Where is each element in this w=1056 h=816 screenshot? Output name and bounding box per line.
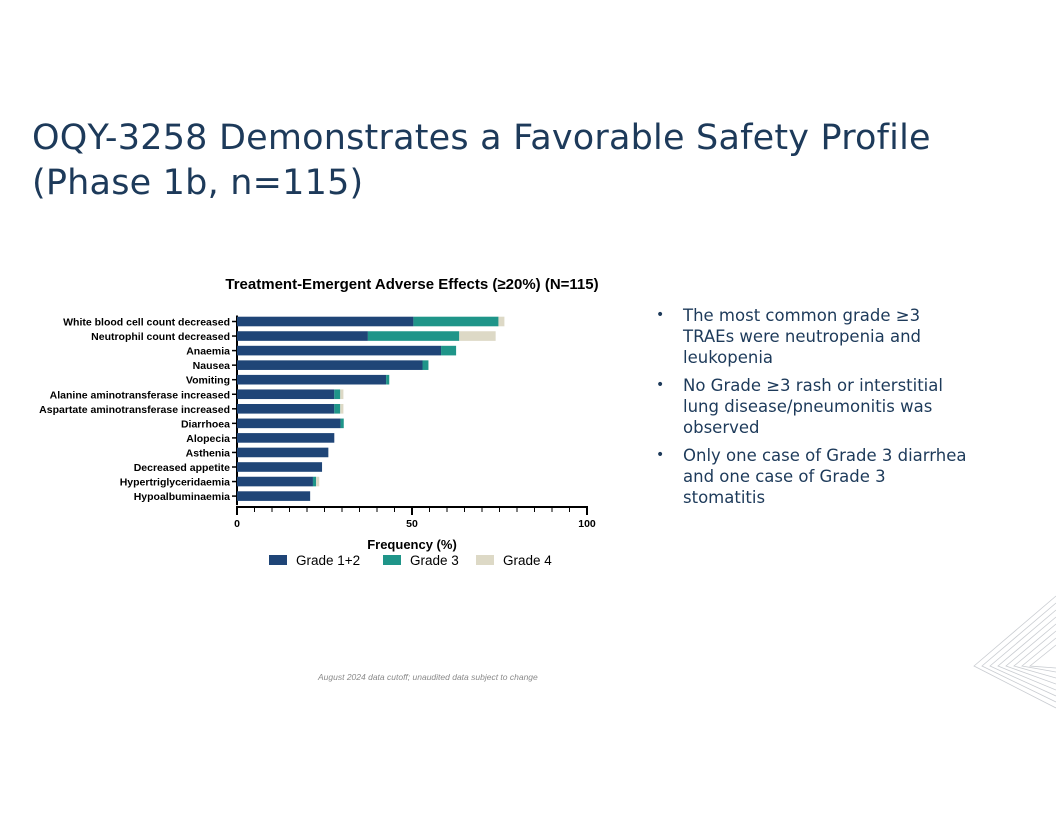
y-tick-label: Hypertriglyceridaemia <box>120 477 230 489</box>
bar-segment-1 <box>237 404 335 414</box>
y-tick-label: Alopecia <box>186 433 230 445</box>
slide-title-line-2: (Phase 1b, n=115) <box>32 163 364 203</box>
bar-segment-1 <box>237 418 341 429</box>
slide-title: OQY-3258 Demonstrates a Favorable Safety… <box>32 116 1022 206</box>
key-finding-item: The most common grade ≥3 TRAEs were neut… <box>656 305 968 368</box>
bar-segment-1 <box>237 331 368 341</box>
x-tick-label: 50 <box>406 518 418 530</box>
bar-segment-2 <box>441 345 457 356</box>
bar-segment-2 <box>340 418 344 429</box>
y-tick-label: Anaemia <box>186 346 230 358</box>
bar-segment-2 <box>413 316 499 327</box>
bar-segment-3 <box>340 389 344 400</box>
bar-segment-1 <box>237 360 423 370</box>
y-tick-label: Diarrhoea <box>181 418 230 430</box>
legend-swatch-1 <box>269 555 287 565</box>
x-tick-label: 0 <box>234 518 240 530</box>
key-finding-item: Only one case of Grade 3 diarrhea and on… <box>656 445 968 508</box>
legend-swatch-3 <box>476 555 494 565</box>
slide-title-line-1: OQY-3258 Demonstrates a Favorable Safety… <box>32 118 931 158</box>
y-tick-label: Asthenia <box>186 447 231 459</box>
y-tick-label: Vomiting <box>186 375 230 387</box>
data-cutoff-footnote: August 2024 data cutoff; unaudited data … <box>318 672 538 682</box>
bar-segment-1 <box>237 447 329 458</box>
bar-segment-1 <box>237 462 323 472</box>
legend-label-1: Grade 1+2 <box>296 553 360 568</box>
chart-title: Treatment-Emergent Adverse Effects (≥20%… <box>225 276 598 293</box>
bar-segment-2 <box>312 476 317 487</box>
legend-label-2: Grade 3 <box>410 553 459 568</box>
bar-segment-1 <box>237 345 442 356</box>
bar-segment-3 <box>316 476 320 487</box>
y-tick-label: Alanine aminotransferase increased <box>50 389 230 401</box>
bar-segment-1 <box>237 374 387 385</box>
decorative-chevron-lines-icon <box>973 595 1056 709</box>
y-tick-label: Neutrophil count decreased <box>91 331 230 343</box>
bar-segment-3 <box>340 404 344 414</box>
legend-swatch-2 <box>383 555 401 565</box>
legend-label-3: Grade 4 <box>503 553 552 568</box>
bar-segment-1 <box>237 491 311 501</box>
bar-segment-2 <box>386 374 390 385</box>
bar-segment-3 <box>459 331 496 341</box>
y-tick-label: Hypoalbuminaemia <box>134 491 230 503</box>
x-tick-label: 100 <box>578 518 596 530</box>
bar-segment-3 <box>498 316 505 327</box>
bar-segment-1 <box>237 433 335 443</box>
x-axis-title: Frequency (%) <box>367 537 457 552</box>
bar-segment-2 <box>367 331 460 341</box>
bar-segment-2 <box>422 360 429 370</box>
bar-segment-2 <box>334 404 341 414</box>
y-tick-label: White blood cell count decreased <box>63 317 230 329</box>
bar-segment-1 <box>237 389 335 400</box>
y-tick-label: Decreased appetite <box>134 462 230 474</box>
y-tick-label: Aspartate aminotransferase increased <box>39 404 230 416</box>
bar-segment-1 <box>237 476 313 487</box>
bar-segment-2 <box>334 389 341 400</box>
y-tick-label: Nausea <box>193 360 231 372</box>
bar-segment-1 <box>237 316 414 327</box>
key-findings-list: The most common grade ≥3 TRAEs were neut… <box>656 305 968 515</box>
key-finding-item: No Grade ≥3 rash or interstitial lung di… <box>656 375 968 438</box>
